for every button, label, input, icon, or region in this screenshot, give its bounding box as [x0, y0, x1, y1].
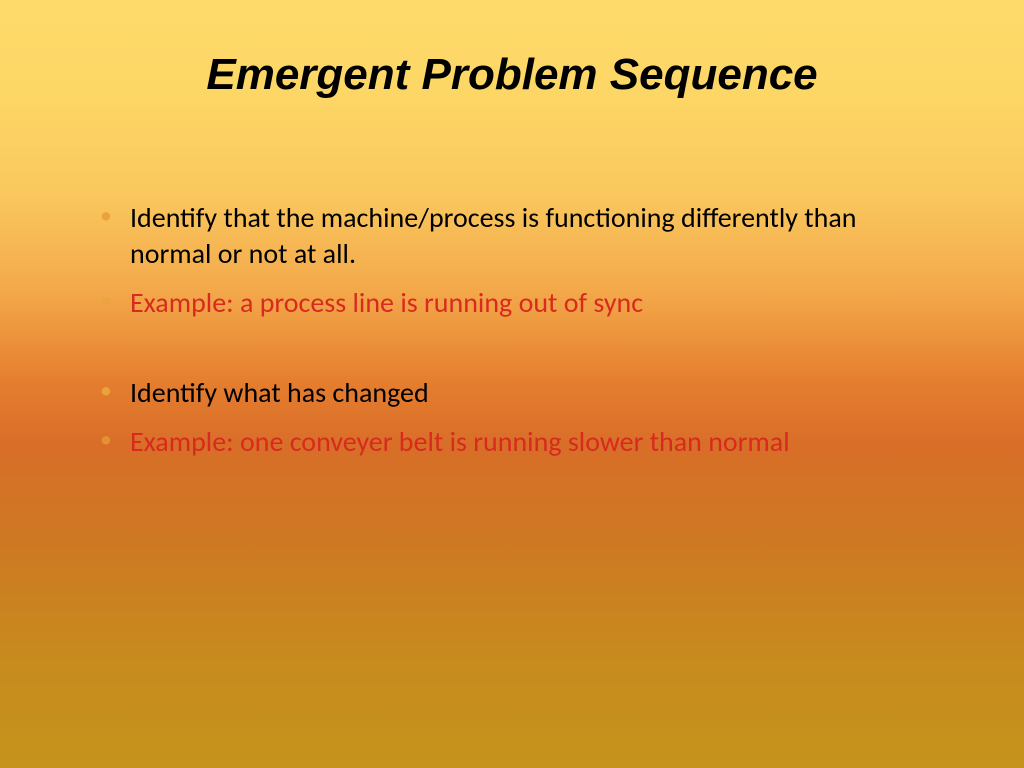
- bullet-list: Identify that the machine/process is fun…: [80, 200, 944, 460]
- bullet-item-example: Example: one conveyer belt is running sl…: [100, 424, 944, 460]
- slide-title: Emergent Problem Sequence: [80, 50, 944, 100]
- bullet-item-example: Example: a process line is running out o…: [100, 285, 944, 321]
- slide: Emergent Problem Sequence Identify that …: [0, 0, 1024, 768]
- spacer: [100, 333, 944, 375]
- bullet-item: Identify what has changed: [100, 375, 944, 411]
- bullet-item: Identify that the machine/process is fun…: [100, 200, 944, 273]
